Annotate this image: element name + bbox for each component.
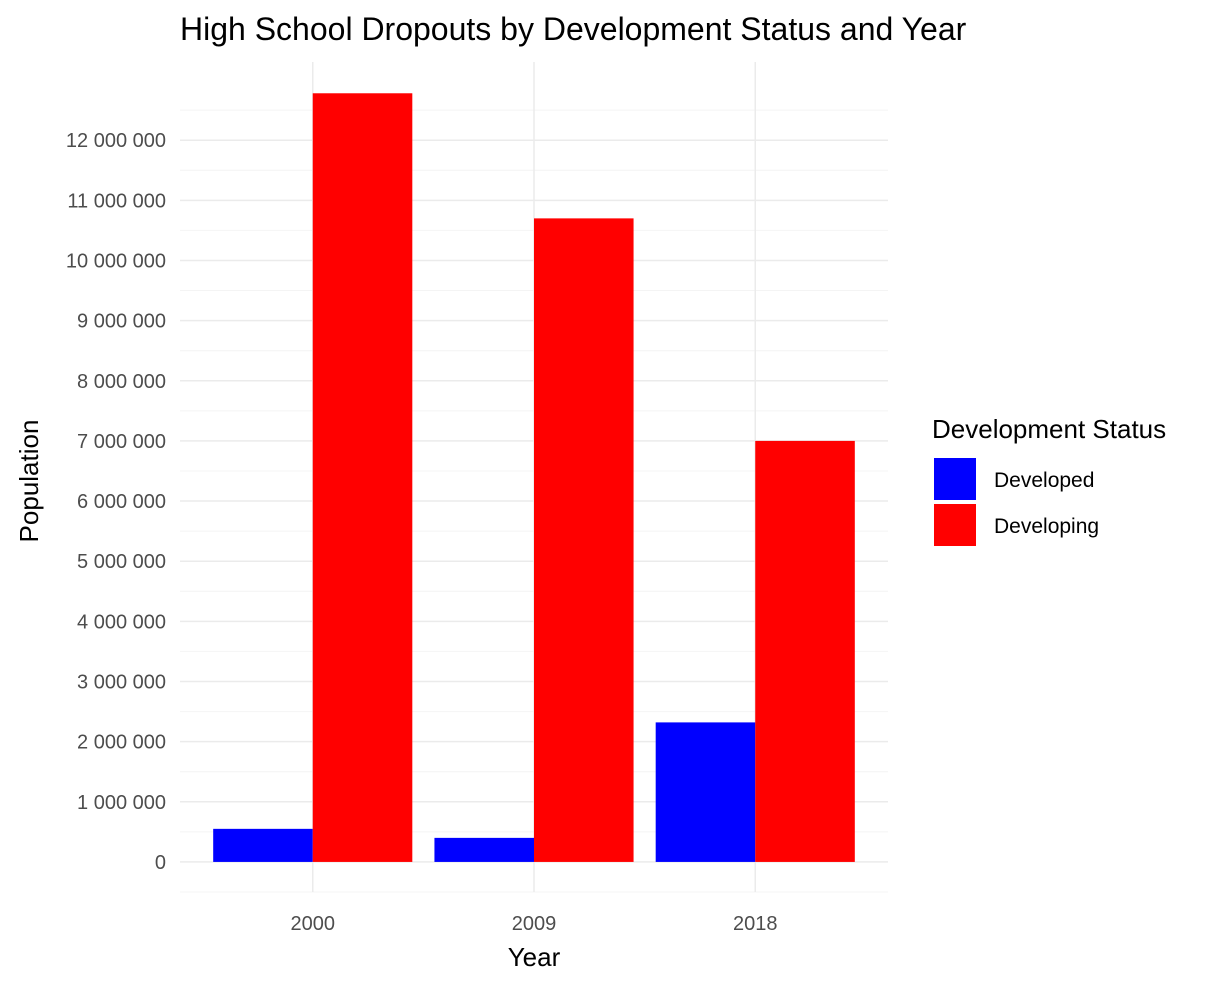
bar-developing-2000 xyxy=(312,93,413,862)
y-tick-label: 9 000 000 xyxy=(77,311,166,333)
y-axis-ticks: 0 1 000 000 2 000 000 3 000 000 4 000 000 5 0… xyxy=(66,130,166,874)
y-tick-label: 8 000 000 xyxy=(77,371,166,393)
legend: Development Status Developed Developing xyxy=(932,414,1166,546)
bar-developed-2000 xyxy=(213,828,313,862)
y-tick-label: 4 000 000 xyxy=(77,611,166,633)
x-tick-label: 2000 xyxy=(291,913,336,935)
y-axis-title: Population xyxy=(14,420,44,543)
y-tick-label: 11 000 000 xyxy=(67,190,166,212)
x-tick-label: 2018 xyxy=(733,913,778,935)
y-tick-label: 12 000 000 xyxy=(66,130,166,152)
bar-developing-2009 xyxy=(534,218,634,862)
legend-items: Developed Developing xyxy=(934,458,1099,546)
legend-label-developing: Developing xyxy=(994,515,1099,538)
bar-developing-2018 xyxy=(755,440,855,862)
y-tick-label: 1 000 000 xyxy=(77,792,166,814)
y-tick-label: 0 xyxy=(155,852,166,874)
y-tick-label: 7 000 000 xyxy=(77,431,166,453)
legend-swatch-developed xyxy=(934,458,976,500)
y-tick-label: 10 000 000 xyxy=(66,250,166,272)
y-tick-label: 5 000 000 xyxy=(77,551,166,573)
x-axis-ticks: 2000 2009 2018 xyxy=(291,913,778,935)
chart-title: High School Dropouts by Development Stat… xyxy=(180,11,967,47)
y-tick-label: 3 000 000 xyxy=(77,671,166,693)
bar-developed-2018 xyxy=(655,722,756,862)
legend-swatch-developing xyxy=(934,504,976,546)
y-tick-label: 6 000 000 xyxy=(77,491,166,513)
bar-developed-2009 xyxy=(434,837,534,862)
y-tick-label: 2 000 000 xyxy=(77,732,166,754)
x-axis-title: Year xyxy=(508,942,561,972)
legend-label-developed: Developed xyxy=(994,469,1094,492)
bars xyxy=(213,93,855,862)
legend-title: Development Status xyxy=(932,414,1166,444)
x-tick-label: 2009 xyxy=(512,913,557,935)
